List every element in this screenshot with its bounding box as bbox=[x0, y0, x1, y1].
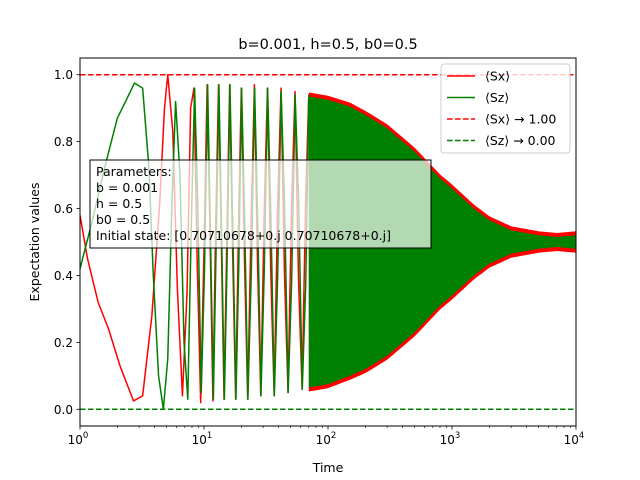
annotation-line: b = 0.001 bbox=[96, 180, 158, 195]
y-tick-label: 1.0 bbox=[54, 68, 73, 82]
legend-label-sx_lim: ⟨Sx⟩ → 1.00 bbox=[485, 112, 556, 127]
legend: ⟨Sx⟩ ⟨Sz⟩ ⟨Sx⟩ → 1.00 ⟨Sz⟩ → 0.00 bbox=[440, 63, 571, 154]
x-tick-label-exponent: 1 bbox=[207, 431, 212, 441]
annotation-line: h = 0.5 bbox=[96, 196, 142, 211]
x-tick-label-exponent: 3 bbox=[455, 431, 460, 441]
legend-box bbox=[440, 63, 571, 154]
x-axis-label: Time bbox=[312, 460, 344, 475]
y-axis: 0.0 0.2 0.4 0.6 0.8 1.0 bbox=[54, 68, 80, 417]
legend-label-sz: ⟨Sz⟩ bbox=[485, 90, 509, 105]
legend-label-sx: ⟨Sx⟩ bbox=[485, 69, 510, 84]
x-tick-label-exponent: 4 bbox=[579, 431, 584, 441]
chart-title: b=0.001, h=0.5, b0=0.5 bbox=[238, 37, 417, 53]
y-tick-label: 0.2 bbox=[54, 336, 73, 350]
annotation-box bbox=[89, 159, 432, 249]
legend-label-sz_lim: ⟨Sz⟩ → 0.00 bbox=[485, 133, 556, 148]
y-tick-label: 0.0 bbox=[54, 403, 73, 417]
x-tick-label-exponent: 2 bbox=[331, 431, 336, 441]
y-tick-label: 0.8 bbox=[54, 135, 73, 149]
annotation-line: Initial state: [0.70710678+0.j 0.7071067… bbox=[96, 228, 391, 243]
annotation-line: Parameters: bbox=[96, 164, 172, 179]
y-tick-label: 0.6 bbox=[54, 202, 73, 216]
y-tick-label: 0.4 bbox=[54, 269, 73, 283]
x-tick-label-exponent: 0 bbox=[83, 431, 88, 441]
y-axis-label: Expectation values bbox=[27, 183, 42, 302]
annotation-line: b0 = 0.5 bbox=[96, 212, 150, 227]
